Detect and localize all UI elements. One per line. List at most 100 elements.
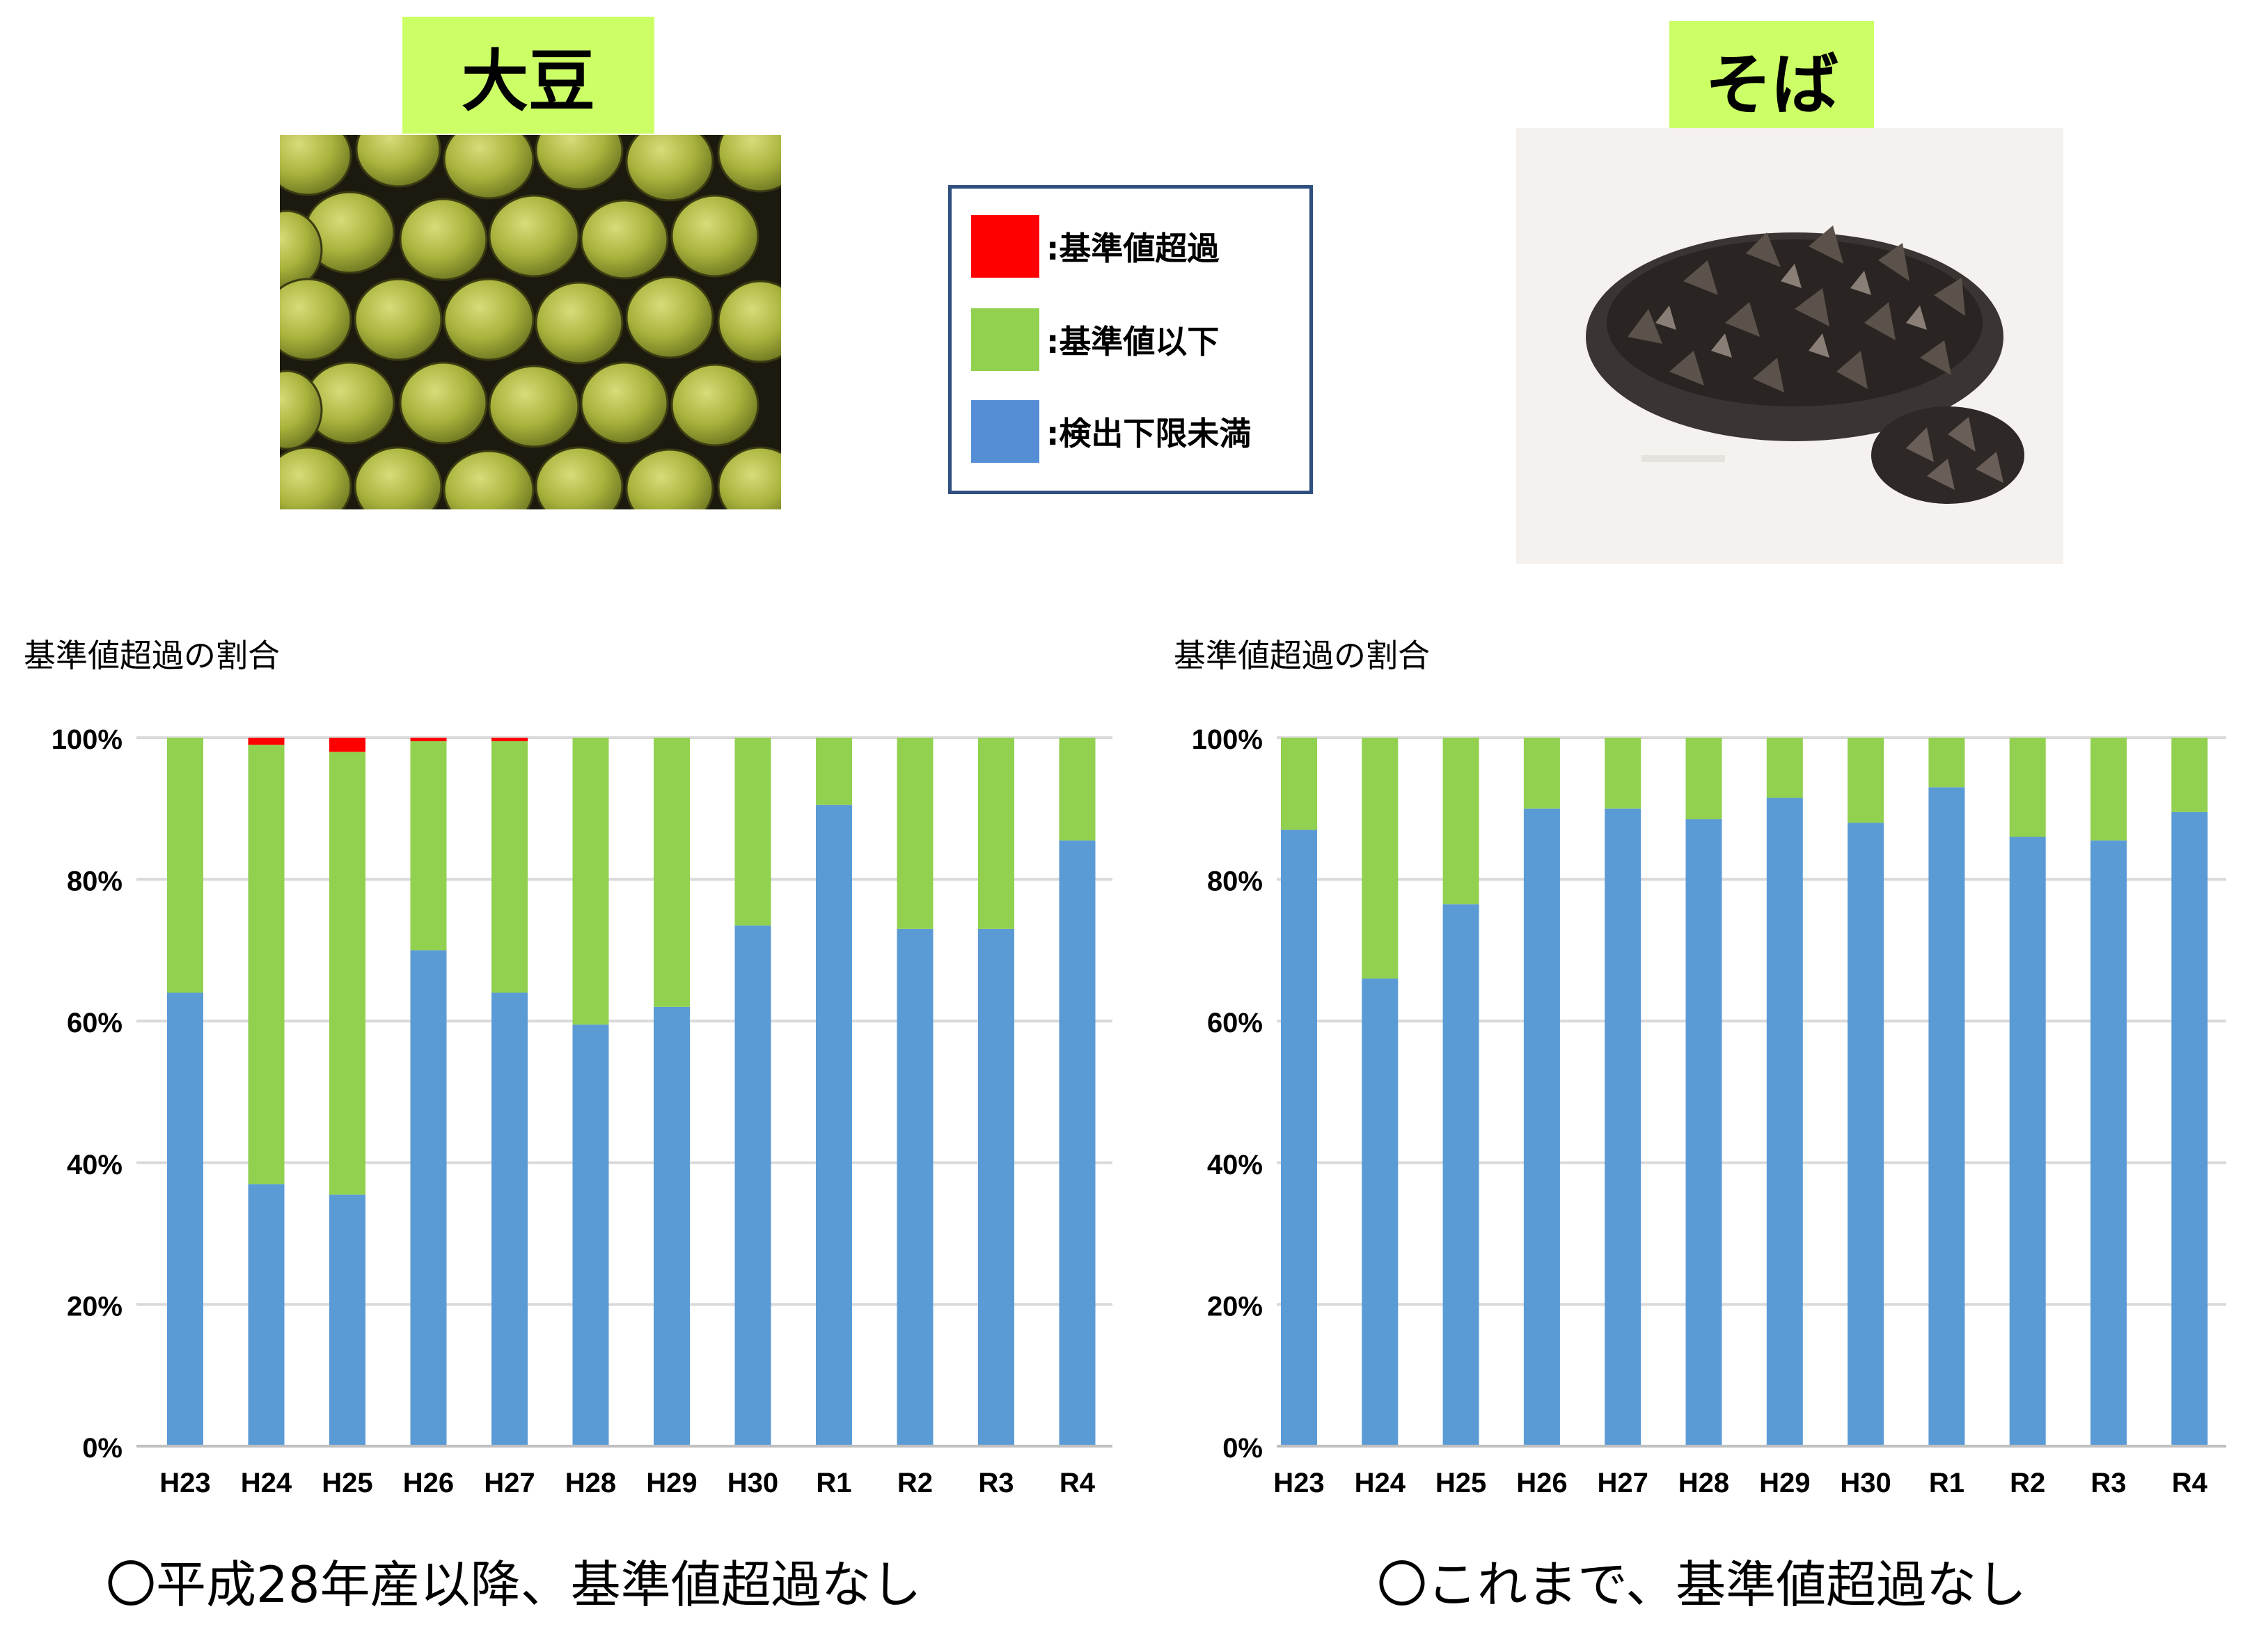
bar-below-detection-R2: [897, 928, 934, 1446]
crop-title-soybean: 大豆: [402, 17, 654, 134]
y-tick-label: 0%: [1222, 1433, 1263, 1464]
y-tick-label: 20%: [67, 1291, 123, 1322]
x-tick-label: H27: [1598, 1468, 1648, 1498]
x-tick-label: H28: [565, 1468, 616, 1498]
bar-below-standard-H30: [1848, 738, 1884, 823]
bar-below-detection-R3: [978, 928, 1014, 1446]
bar-below-detection-H24: [248, 1184, 285, 1446]
bar-below-standard-H28: [572, 738, 609, 1025]
x-tick-label: R2: [897, 1468, 933, 1498]
bar-below-detection-H30: [734, 925, 771, 1446]
bar-below-detection-R3: [2090, 840, 2127, 1446]
x-tick-label: H29: [646, 1468, 697, 1498]
caption-buckwheat: 〇これまで、基準値超過なし: [1377, 1555, 2027, 1614]
bar-below-standard-H24: [1362, 738, 1399, 979]
y-tick-label: 60%: [1207, 1008, 1263, 1038]
bar-exceeding-H25: [329, 738, 365, 752]
bar-below-detection-R4: [2171, 811, 2208, 1446]
bar-below-standard-R2: [2009, 738, 2046, 837]
bar-below-standard-H30: [734, 738, 771, 926]
legend-label-below-standard: :基準値以下: [1046, 323, 1220, 360]
y-tick-label: 40%: [67, 1150, 123, 1180]
x-tick-label: R1: [816, 1468, 851, 1498]
bar-below-detection-H29: [1766, 798, 1803, 1446]
bar-below-standard-H23: [167, 738, 203, 993]
bar-below-detection-R1: [816, 804, 852, 1446]
bar-below-detection-H26: [410, 950, 447, 1446]
bar-below-standard-R1: [816, 738, 852, 805]
bar-below-standard-H25: [1442, 738, 1479, 905]
x-tick-label: R4: [1060, 1468, 1096, 1498]
x-tick-label: H23: [1273, 1468, 1324, 1498]
legend-swatch-below-standard: [971, 308, 1039, 371]
bar-below-detection-H26: [1523, 808, 1560, 1446]
bar-below-standard-H26: [410, 741, 447, 951]
bar-below-detection-H25: [329, 1194, 365, 1446]
buckwheat-photo: [1516, 128, 2063, 564]
legend-item-below-detection: :検出下限未満: [971, 400, 1251, 463]
x-tick-label: H23: [159, 1468, 210, 1498]
bar-below-detection-R2: [2009, 837, 2046, 1446]
bar-below-detection-H29: [654, 1006, 690, 1446]
soybean-chart: 0% 20% 40% 60% 80% 100% H23 H24 H25 H26 H27 H28 H29 H…: [52, 724, 1112, 1498]
legend: :基準値超過 :基準値以下 :検出下限未満: [948, 185, 1313, 494]
bar-below-detection-H30: [1848, 823, 1884, 1446]
bar-below-standard-R3: [2090, 738, 2127, 841]
x-tick-label: H25: [1435, 1468, 1486, 1498]
soybean-photo: [280, 135, 781, 509]
bar-below-standard-H24: [248, 745, 285, 1184]
bar-below-standard-R1: [1928, 738, 1965, 788]
bar-below-standard-R4: [1059, 738, 1096, 841]
bar-below-standard-H28: [1685, 738, 1722, 820]
legend-label-exceeding: :基準値超過: [1046, 230, 1220, 267]
bar-below-standard-H27: [491, 741, 528, 993]
y-tick-label: 60%: [67, 1008, 123, 1038]
x-tick-label: H27: [484, 1468, 535, 1498]
bar-exceeding-H26: [410, 738, 447, 742]
bar-below-detection-H27: [491, 992, 528, 1446]
legend-label-below-detection: :検出下限未満: [1046, 415, 1252, 452]
y-tick-label: 80%: [67, 866, 123, 897]
x-tick-label: H29: [1759, 1468, 1810, 1498]
y-axis-title-soybean: 基準値超過の割合: [24, 637, 280, 674]
buckwheat-chart: 0% 20% 40% 60% 80% 100% H23 H24 H25 H26 H27 H28 H29 H…: [1192, 724, 2226, 1498]
x-tick-label: H26: [403, 1468, 454, 1498]
bar-below-detection-H24: [1362, 978, 1399, 1446]
y-tick-label: 80%: [1207, 866, 1263, 897]
x-tick-label: R3: [978, 1468, 1014, 1498]
bar-below-detection-H25: [1442, 904, 1479, 1446]
y-tick-label: 20%: [1207, 1291, 1263, 1322]
x-tick-label: H25: [322, 1468, 372, 1498]
legend-item-below-standard: :基準値以下: [971, 308, 1219, 371]
x-tick-label: H24: [241, 1468, 292, 1498]
bar-below-standard-H27: [1605, 738, 1641, 809]
y-tick-label: 0%: [82, 1433, 123, 1464]
legend-swatch-exceeding: [971, 215, 1039, 278]
x-tick-label: H30: [1840, 1468, 1891, 1498]
x-tick-label: R4: [2172, 1468, 2208, 1498]
x-tick-label: R2: [2010, 1468, 2045, 1498]
bar-exceeding-H24: [248, 738, 285, 745]
bar-below-standard-H29: [1766, 738, 1803, 798]
bar-below-detection-H23: [1281, 830, 1317, 1446]
bar-below-detection-R1: [1928, 787, 1965, 1446]
y-tick-label: 100%: [1192, 724, 1263, 755]
bar-exceeding-H27: [491, 738, 528, 742]
x-tick-label: H28: [1678, 1468, 1729, 1498]
y-axis-title-buckwheat: 基準値超過の割合: [1174, 637, 1430, 674]
y-tick-label: 100%: [52, 724, 123, 755]
crop-title-buckwheat: そば: [1669, 21, 1874, 136]
x-tick-label: H24: [1355, 1468, 1406, 1498]
x-tick-label: H30: [727, 1468, 778, 1498]
legend-swatch-below-detection: [971, 400, 1039, 463]
x-tick-label: R3: [2090, 1468, 2126, 1498]
bar-below-detection-H23: [167, 992, 203, 1446]
bar-below-standard-R2: [897, 738, 934, 929]
bar-below-detection-H28: [572, 1024, 609, 1446]
bar-below-standard-R4: [2171, 738, 2208, 812]
bar-below-standard-H23: [1281, 738, 1317, 830]
bar-below-detection-H28: [1685, 819, 1722, 1446]
x-tick-label: R1: [1929, 1468, 1964, 1498]
x-tick-label: H26: [1516, 1468, 1567, 1498]
bar-below-standard-R3: [978, 738, 1014, 929]
